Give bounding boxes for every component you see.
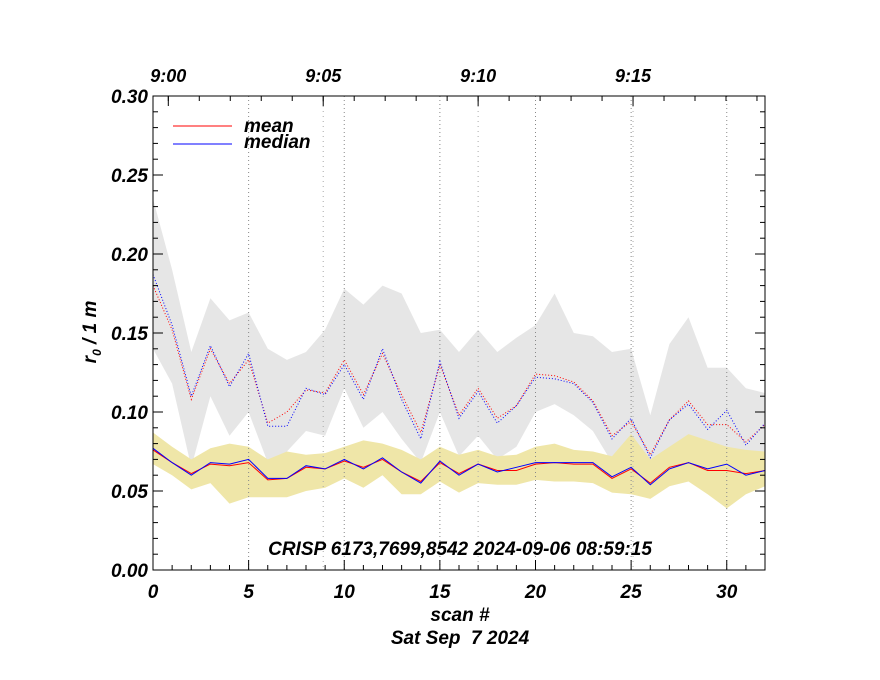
legend-label-mean: mean <box>244 116 294 137</box>
gridlines <box>248 96 728 570</box>
x-axis-title: scan # <box>430 605 490 626</box>
series-line-1 <box>152 447 766 486</box>
series-line-3 <box>152 274 766 459</box>
x-tick-label: 10 <box>334 582 356 603</box>
series-lines <box>152 274 766 486</box>
y-tick-label: 0.00 <box>111 561 148 582</box>
series-line-0 <box>152 449 766 484</box>
band-low-range <box>153 432 765 509</box>
y-tick-label: 0.15 <box>111 324 148 345</box>
legend-label-median: median <box>244 132 311 153</box>
y-axis-title-unit: / 1 m <box>80 301 101 350</box>
top-time-label: 9:15 <box>615 66 652 86</box>
top-time-label: 9:05 <box>305 66 342 86</box>
y-axis-title-subscript: 0 <box>90 349 104 356</box>
y-tick-label: 0.10 <box>111 403 148 424</box>
chart-annotation: CRISP 6173,7699,8542 2024-09-06 08:59:15 <box>268 539 652 560</box>
x-tick-label: 5 <box>243 582 254 603</box>
y-axis-title-main: r <box>80 354 101 363</box>
x-tick-label: 30 <box>716 582 738 603</box>
range-bands <box>153 198 765 509</box>
date-label: Sat Sep 7 2024 <box>391 628 530 649</box>
y-tick-label: 0.25 <box>111 166 148 187</box>
top-time-label: 9:10 <box>460 66 496 86</box>
x-tick-label: 25 <box>620 582 643 603</box>
axis-ticks: 0 5 10 15 20 25 30 9:00 9:05 9:10 9:15 0.00 0.05 0.10… <box>111 66 766 603</box>
x-tick-label: 0 <box>148 582 159 603</box>
y-tick-label: 0.20 <box>111 245 148 266</box>
legend: mean median <box>173 116 311 153</box>
y-tick-label: 0.05 <box>111 482 148 503</box>
band-high-range <box>153 198 765 484</box>
y-axis-title: r0 / 1 m <box>80 301 104 364</box>
y-tick-label: 0.30 <box>111 87 148 108</box>
x-tick-label: 15 <box>429 582 451 603</box>
top-time-label: 9:00 <box>150 66 186 86</box>
x-tick-label: 20 <box>524 582 547 603</box>
